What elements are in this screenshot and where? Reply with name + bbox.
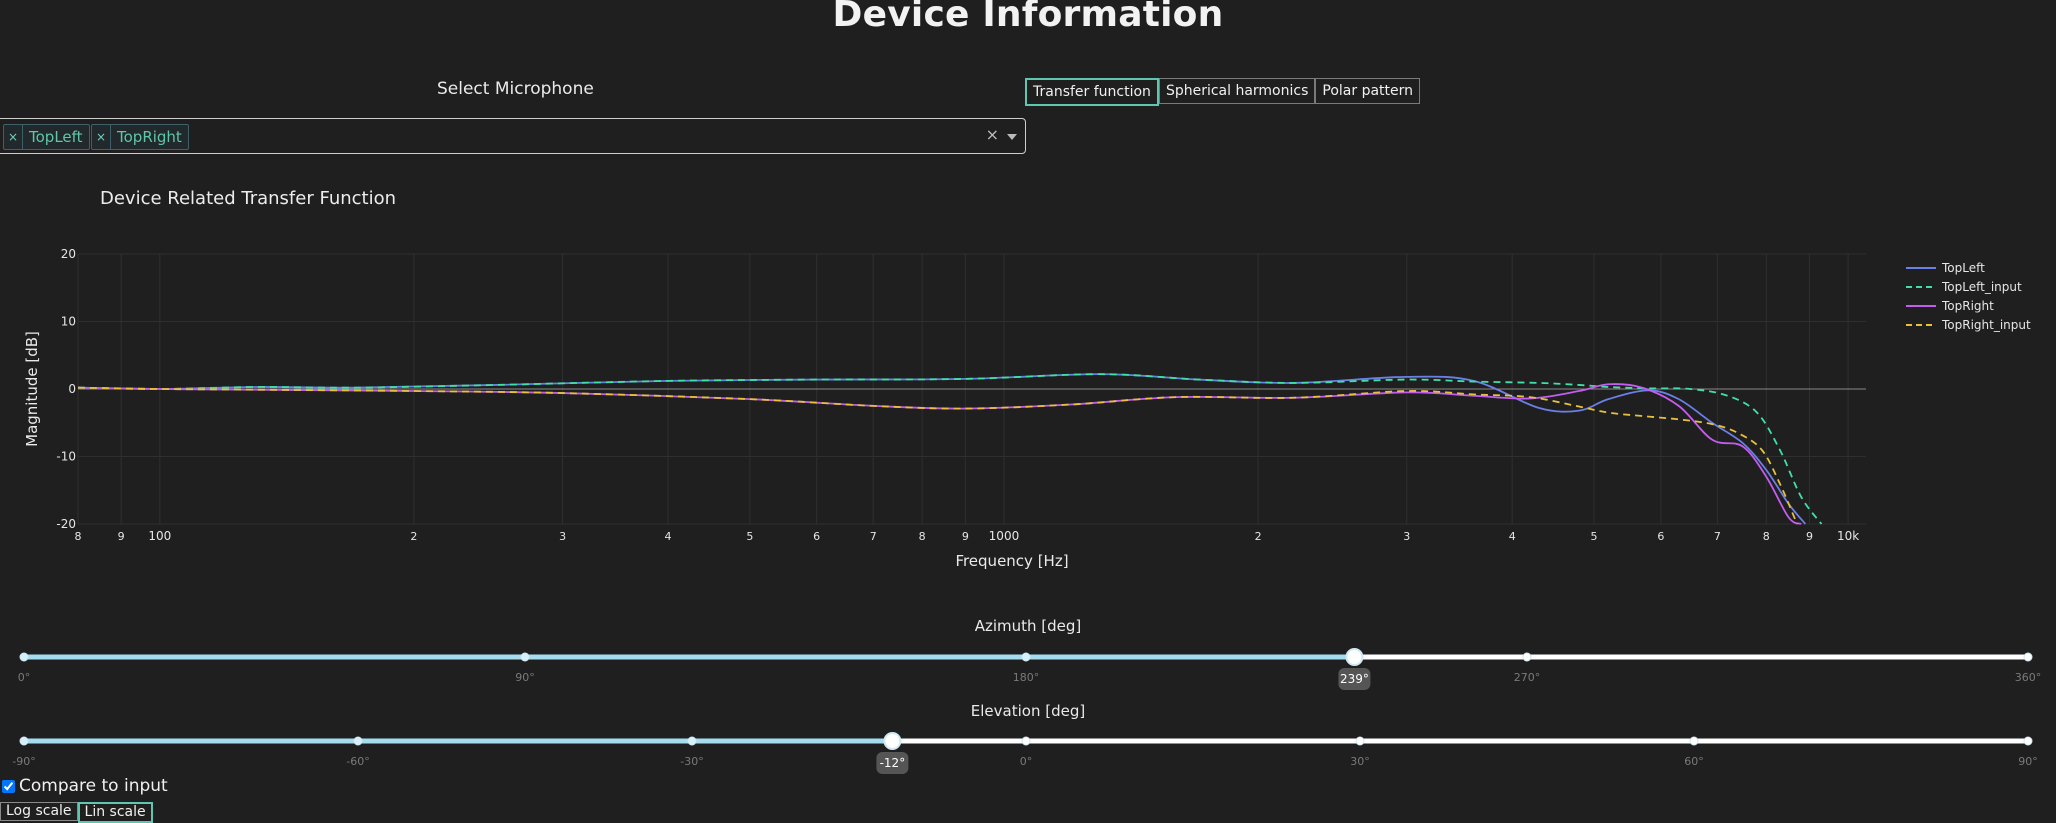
azimuth-slider-mark-label: 0°: [18, 671, 31, 684]
azimuth-slider-mark-label: 180°: [1013, 671, 1040, 684]
azimuth-slider-mark-label: 270°: [1514, 671, 1541, 684]
select-microphone-label: Select Microphone: [437, 79, 594, 99]
elevation-slider-mark-label: 0°: [1020, 755, 1033, 768]
elevation-slider-mark-dot: [1689, 736, 1699, 746]
scale-buttons: Log scale Lin scale: [0, 802, 153, 823]
chip-label: TopRight: [117, 128, 182, 146]
x-tick-label: 100: [148, 529, 171, 543]
angle-sliders: 0° 90° 180° 270° 360° 239° -90° -60° -30° 0° 30° 60…: [12, 648, 2042, 774]
elevation-slider-value-label: -12°: [880, 756, 906, 770]
x-tick-label: 5: [1590, 530, 1597, 543]
chip-label: TopLeft: [29, 128, 83, 146]
x-tick-label: 6: [1657, 530, 1664, 543]
x-tick-label: 8: [919, 530, 926, 543]
chart-title: Device Related Transfer Function: [100, 188, 397, 209]
remove-chip-icon[interactable]: ×: [4, 125, 23, 149]
x-tick-label: 2: [1255, 530, 1262, 543]
log-scale-button[interactable]: Log scale: [0, 802, 78, 821]
azimuth-label: Azimuth [deg]: [974, 617, 1082, 635]
x-axis-label: Frequency [Hz]: [955, 552, 1068, 570]
x-tick-label: 2: [410, 530, 417, 543]
view-tabs: Transfer function Spherical harmonics Po…: [1025, 78, 1421, 106]
y-tick-label: -20: [56, 517, 76, 531]
clear-selection-icon[interactable]: ×: [985, 125, 999, 144]
x-tick-label: 4: [665, 530, 672, 543]
series-line-topleft-input: [78, 373, 1823, 525]
elevation-slider-mark-label: -90°: [12, 755, 35, 768]
series-line-topright-input: [78, 386, 1798, 525]
elevation-slider-mark-dot: [353, 736, 363, 746]
x-tick-label: 4: [1509, 530, 1516, 543]
legend-entry: TopLeft_input: [1941, 280, 2022, 294]
x-tick-label: 7: [870, 530, 877, 543]
elevation-slider-mark-dot: [1021, 736, 1031, 746]
x-tick-label: 3: [559, 530, 566, 543]
x-tick-label: 1000: [989, 529, 1020, 543]
chip-topright: × TopRight: [91, 124, 189, 150]
elevation-slider-mark-label: 60°: [1684, 755, 1704, 768]
remove-chip-icon[interactable]: ×: [92, 125, 111, 149]
page-title: Device Information: [832, 0, 1224, 35]
azimuth-slider-mark-dot: [2023, 652, 2033, 662]
elevation-slider-mark-dot: [1355, 736, 1365, 746]
azimuth-slider-mark-dot: [1522, 652, 1532, 662]
y-tick-label: 10: [61, 315, 76, 329]
compare-checkbox[interactable]: [2, 779, 15, 793]
azimuth-slider-handle[interactable]: [1345, 648, 1364, 666]
x-tick-label: 8: [1763, 530, 1770, 543]
elevation-slider-mark-dot: [19, 736, 29, 746]
x-tick-label: 10k: [1837, 529, 1859, 543]
elevation-slider-mark-dot: [687, 736, 697, 746]
azimuth-slider-value-bubble: [1338, 668, 1371, 690]
elevation-slider-mark-label: 90°: [2018, 755, 2038, 768]
elevation-label: Elevation [deg]: [970, 702, 1086, 720]
tab-spherical-harmonics[interactable]: Spherical harmonics: [1158, 78, 1316, 104]
legend-entry: TopRight: [1941, 299, 1994, 313]
azimuth-slider-mark-dot: [520, 652, 530, 662]
azimuth-slider-mark-dot: [19, 652, 29, 662]
tab-polar-pattern[interactable]: Polar pattern: [1315, 78, 1421, 104]
chevron-down-icon[interactable]: [1007, 134, 1017, 140]
tab-transfer-function[interactable]: Transfer function: [1025, 78, 1159, 106]
azimuth-slider-mark-label: 90°: [515, 671, 535, 684]
x-tick-label: 7: [1714, 530, 1721, 543]
elevation-slider-mark-label: -30°: [680, 755, 703, 768]
series-line-topright: [78, 383, 1802, 525]
x-tick-label: 9: [1806, 530, 1813, 543]
azimuth-slider-value-label: 239°: [1340, 672, 1369, 686]
transfer-function-chart[interactable]: 8 9 100 2 3 4 5 6 7 8 9 1000 2 3 4 5 6 7 8 9 10k20100-10-20F…: [0, 230, 2056, 590]
compare-label: Compare to input: [19, 776, 168, 796]
azimuth-slider-mark-label: 360°: [2015, 671, 2042, 684]
chip-topleft: × TopLeft: [3, 124, 90, 150]
y-tick-label: 0: [68, 382, 76, 396]
legend-entry: TopLeft: [1941, 261, 1985, 275]
azimuth-slider-mark-dot: [1021, 652, 1031, 662]
elevation-slider-value-bubble: [876, 752, 909, 774]
elevation-slider-mark-label: -60°: [346, 755, 369, 768]
y-tick-label: 20: [61, 247, 76, 261]
elevation-slider-mark-label: 30°: [1350, 755, 1370, 768]
compare-to-input[interactable]: Compare to input: [2, 776, 168, 796]
y-axis-label: Magnitude [dB]: [23, 331, 41, 447]
x-tick-label: 3: [1403, 530, 1410, 543]
x-tick-label: 6: [813, 530, 820, 543]
microphone-multiselect[interactable]: × TopLeft × TopRight ×: [0, 118, 1026, 154]
elevation-slider-mark-dot: [2023, 736, 2033, 746]
legend-entry: TopRight_input: [1941, 318, 2031, 332]
lin-scale-button[interactable]: Lin scale: [77, 802, 153, 823]
y-tick-label: -10: [56, 450, 76, 464]
x-tick-label: 9: [118, 530, 125, 543]
x-tick-label: 9: [962, 530, 969, 543]
x-tick-label: 8: [75, 530, 82, 543]
elevation-slider-handle[interactable]: [883, 732, 902, 750]
x-tick-label: 5: [746, 530, 753, 543]
